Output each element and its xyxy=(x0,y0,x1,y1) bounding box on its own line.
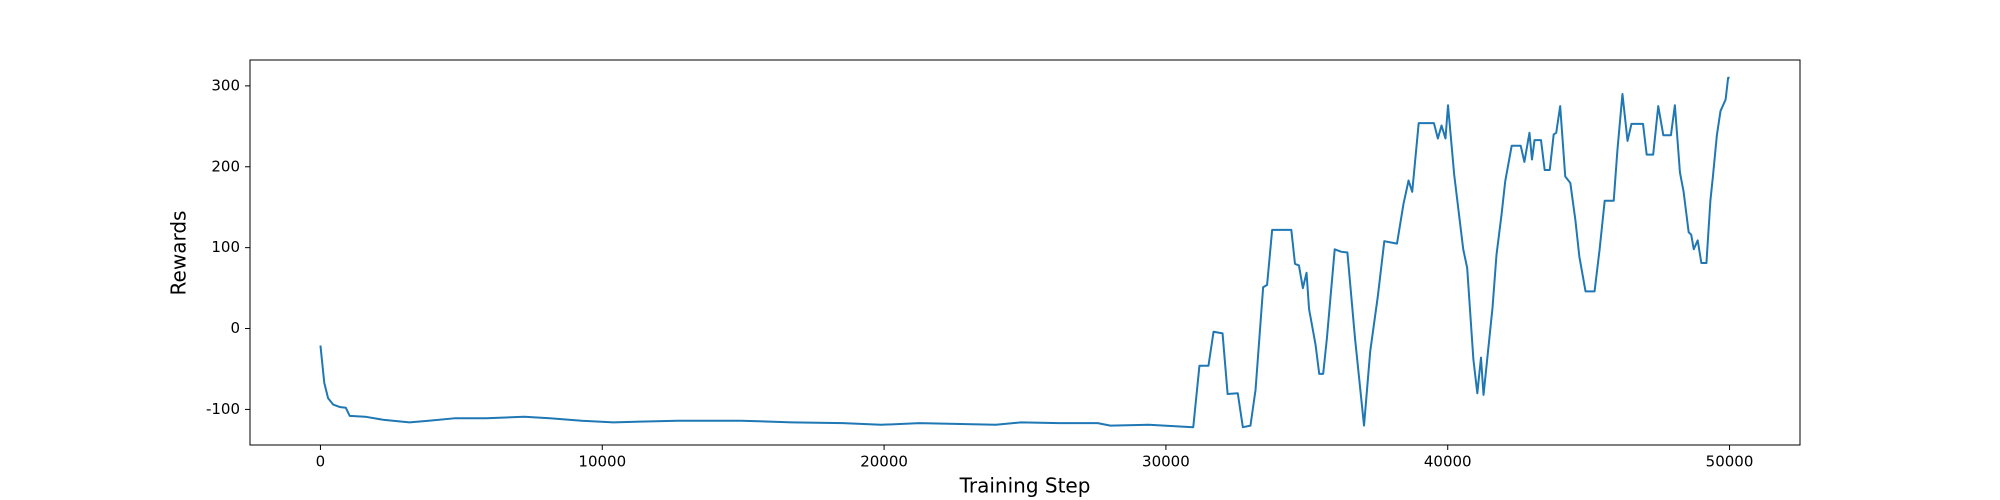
plot-frame xyxy=(249,59,1801,446)
x-tick-label: 0 xyxy=(316,453,326,471)
y-axis-label: Rewards xyxy=(167,211,191,296)
y-tick-label: 200 xyxy=(211,157,240,175)
y-tick-label: 300 xyxy=(211,76,240,94)
y-tick-label: 100 xyxy=(211,238,240,256)
x-tick-label: 20000 xyxy=(860,453,908,471)
x-axis-label: Training Step xyxy=(959,474,1091,498)
x-tick-label: 30000 xyxy=(1142,453,1190,471)
data-line xyxy=(319,76,1730,429)
x-tick-label: 50000 xyxy=(1706,453,1754,471)
x-tick-label: 10000 xyxy=(578,453,626,471)
y-tick-label: -100 xyxy=(206,400,240,418)
y-tick-label: 0 xyxy=(230,319,240,337)
x-tick-label: 40000 xyxy=(1424,453,1472,471)
